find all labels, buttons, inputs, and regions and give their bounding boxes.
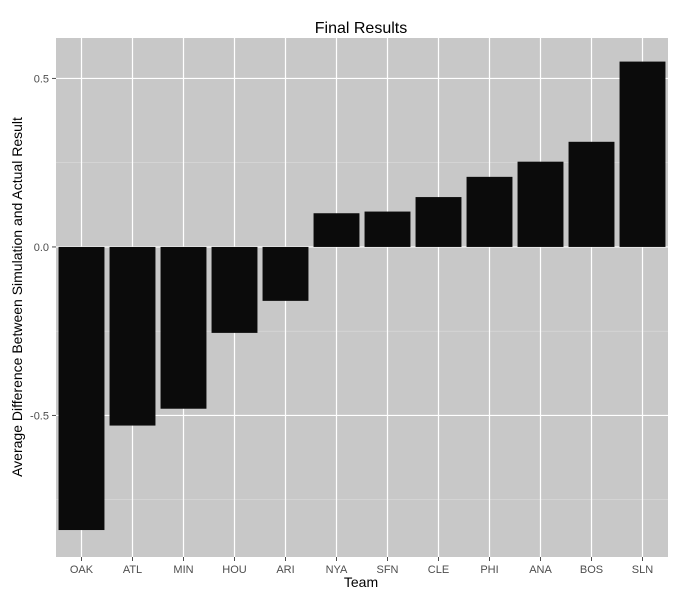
bar-hou	[211, 246, 258, 333]
y-tick-label: 0.0	[34, 242, 49, 254]
x-tick-label-ari: ARI	[276, 564, 294, 576]
y-axis: -0.5 0.0 0.5	[30, 73, 56, 422]
bar-cle	[415, 197, 462, 247]
x-axis: OAK ATL MIN HOU ARI NYA SFN CLE PHI ANA BOS SLN	[70, 557, 653, 576]
x-tick-label-atl: ATL	[123, 564, 142, 576]
x-axis-title: Team	[344, 574, 378, 590]
x-tick-label-sln: SLN	[632, 564, 653, 576]
x-tick-label-cle: CLE	[428, 564, 449, 576]
x-tick-label-sfn: SFN	[377, 564, 399, 576]
bar-bos	[568, 141, 615, 247]
bar-phi	[466, 176, 513, 247]
chart-title: Final Results	[315, 20, 407, 37]
bar-oak	[58, 246, 105, 531]
bar-nya	[313, 213, 360, 247]
x-tick-label-hou: HOU	[222, 564, 247, 576]
x-tick-label-oak: OAK	[70, 564, 94, 576]
x-tick-label-ana: ANA	[529, 564, 552, 576]
bar-ari	[262, 246, 309, 301]
minor-gridlines	[56, 162, 668, 501]
bar-sfn	[364, 211, 411, 247]
x-tick-label-min: MIN	[173, 564, 193, 576]
bar-ana	[517, 161, 564, 247]
y-axis-title: Average Difference Between Simulation an…	[9, 117, 25, 477]
x-tick-label-nya: NYA	[326, 564, 348, 576]
bars	[58, 61, 666, 531]
bar-atl	[109, 246, 156, 426]
y-tick-label: -0.5	[30, 410, 49, 422]
bar-min	[160, 246, 207, 409]
x-tick-label-bos: BOS	[580, 564, 603, 576]
plot-panel	[56, 38, 668, 557]
x-tick-label-phi: PHI	[480, 564, 498, 576]
bar-sln	[619, 61, 666, 247]
y-tick-label: 0.5	[34, 73, 49, 85]
